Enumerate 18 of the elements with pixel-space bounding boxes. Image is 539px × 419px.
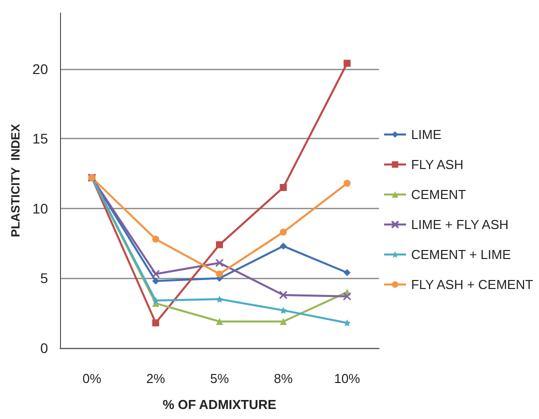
y-tick-label: 20 xyxy=(32,60,48,77)
x-tick-label: 10% xyxy=(334,371,361,386)
y-tick-label: 10 xyxy=(32,200,48,216)
x-tick-label: 0% xyxy=(82,371,102,386)
legend-label: FLY ASH + CEMENT xyxy=(411,277,534,292)
x-tick-label: 2% xyxy=(146,371,166,386)
x-axis-title: % OF ADMIXTURE xyxy=(162,397,277,412)
x-tick-label: 5% xyxy=(210,371,230,386)
y-axis-title: PLASTICITY INDEX xyxy=(8,124,23,238)
x-tick-label: 8% xyxy=(274,371,294,386)
legend-label: CEMENT + LIME xyxy=(411,247,512,262)
legend-label: LIME xyxy=(411,127,442,142)
legend-label: CEMENT xyxy=(411,187,466,202)
legend-label: LIME + FLY ASH xyxy=(411,217,509,232)
y-tick-label: 5 xyxy=(40,270,48,286)
legend-label: FLY ASH xyxy=(411,157,464,172)
y-tick-label: 0 xyxy=(40,340,48,356)
y-tick-label: 15 xyxy=(32,130,48,147)
